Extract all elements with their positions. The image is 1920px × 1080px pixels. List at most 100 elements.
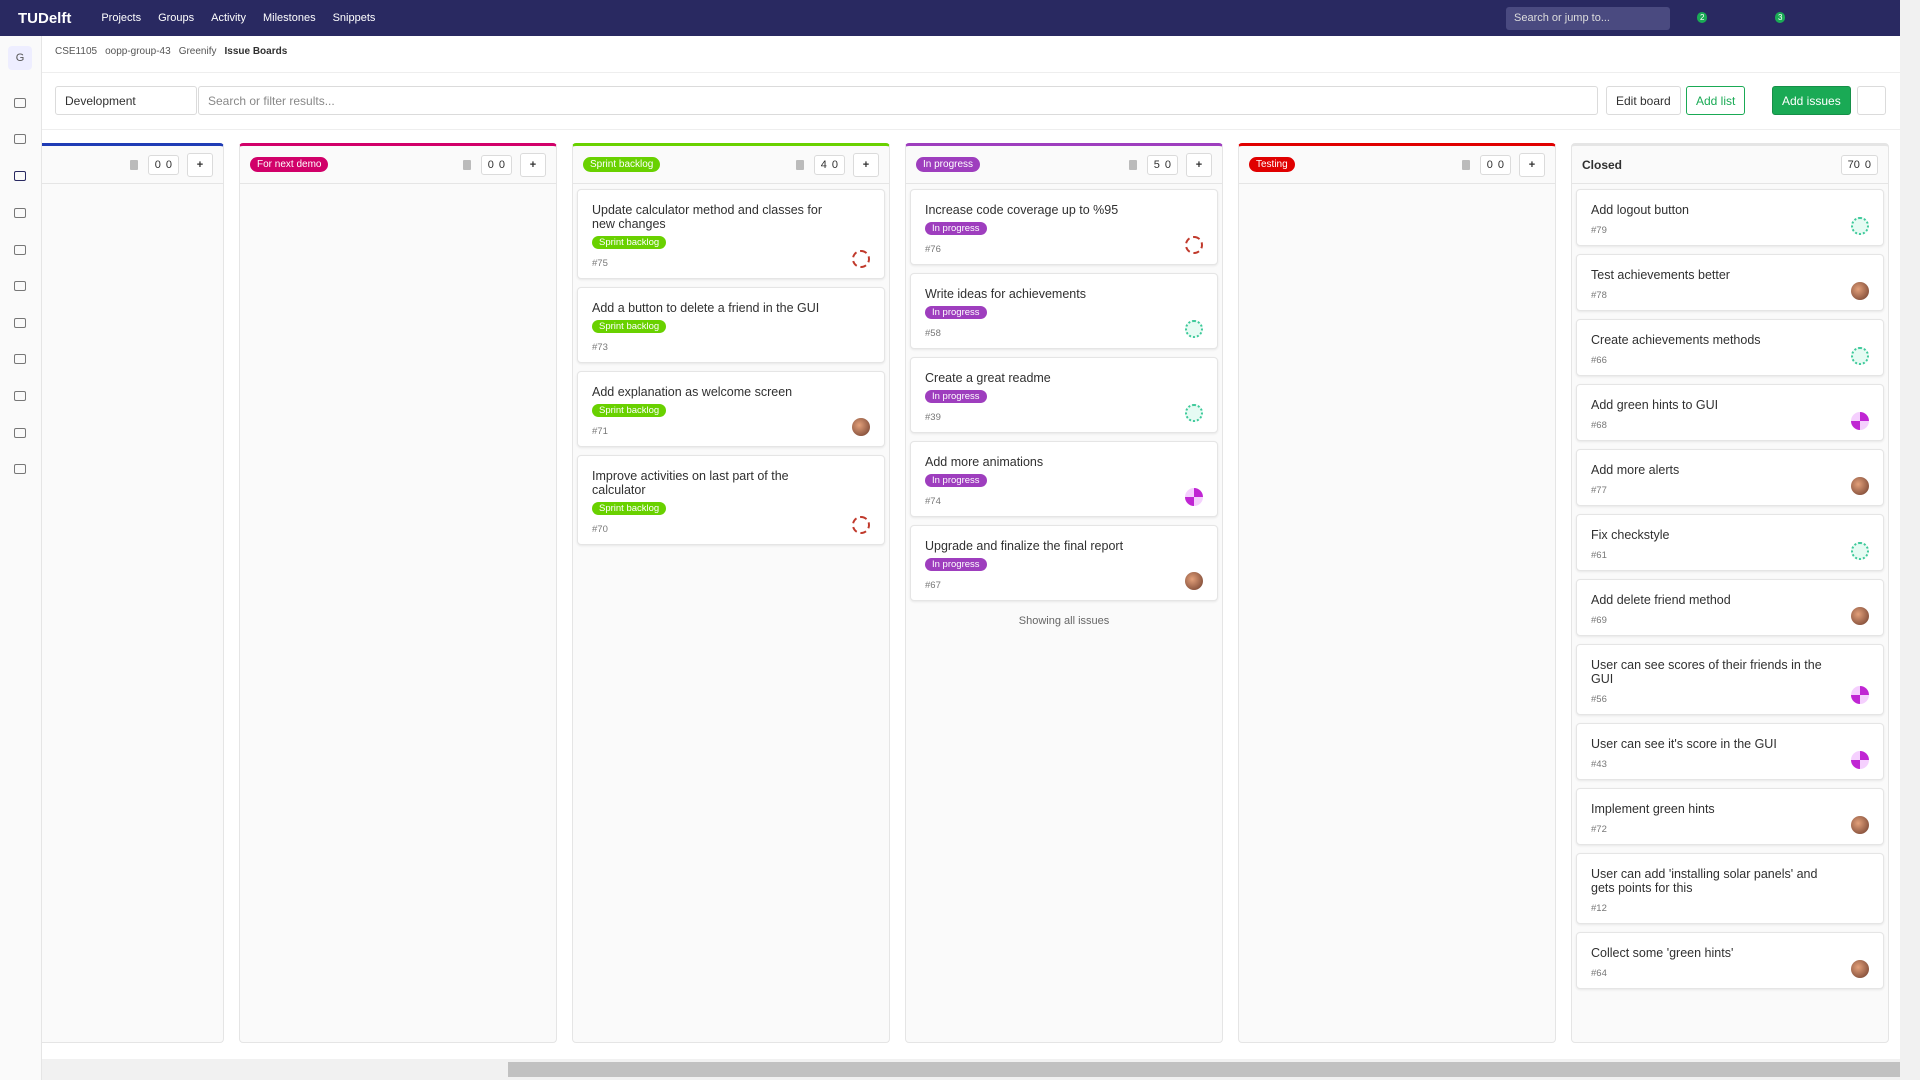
issue-card[interactable]: Upgrade and finalize the final report In … bbox=[910, 525, 1218, 601]
assignee-avatar bbox=[852, 418, 870, 436]
assignee-avatar bbox=[1851, 542, 1869, 560]
nav-icon[interactable] bbox=[14, 171, 26, 181]
badge[interactable]: 3 bbox=[1775, 12, 1786, 23]
scrollbar[interactable] bbox=[42, 1059, 1900, 1080]
nav-icon[interactable] bbox=[14, 354, 26, 364]
issue-card[interactable]: Create a great readme In progress #39 bbox=[910, 357, 1218, 433]
issue-number: #12 bbox=[1591, 903, 1607, 914]
nav-icon[interactable] bbox=[14, 134, 26, 144]
weight-count: 0 bbox=[1864, 158, 1871, 171]
issue-label: In progress bbox=[925, 306, 987, 319]
issue-number: #70 bbox=[592, 524, 608, 535]
issue-card[interactable]: Increase code coverage up to %95 In progr… bbox=[910, 189, 1218, 265]
menu-item[interactable]: Snippets bbox=[332, 12, 376, 24]
issue-card[interactable]: Collect some 'green hints' #64 bbox=[1576, 932, 1884, 989]
menu-item[interactable]: Milestones bbox=[263, 12, 316, 24]
assignee-avatar bbox=[1185, 572, 1203, 590]
issue-card[interactable]: Add green hints to GUI #68 bbox=[1576, 384, 1884, 441]
fullscreen[interactable] bbox=[1857, 86, 1886, 115]
crumb[interactable]: CSE1105 bbox=[55, 46, 98, 57]
weight-count: 0 bbox=[498, 158, 505, 171]
crumb[interactable]: Issue Boards bbox=[224, 46, 288, 57]
board-list: Testing 0 0 + bbox=[1238, 143, 1556, 1043]
issue-number: #73 bbox=[592, 342, 608, 353]
board-select[interactable]: Development bbox=[55, 86, 197, 115]
nav-icon[interactable] bbox=[14, 245, 26, 255]
logo[interactable]: TUDelft bbox=[18, 9, 72, 27]
issue-count: 70 bbox=[1847, 158, 1860, 171]
assignee-avatar bbox=[1851, 816, 1869, 834]
board-list: Sprint backlog 4 0 + Update calculator metho… bbox=[572, 143, 890, 1043]
issue-label: Sprint backlog bbox=[592, 236, 667, 249]
top-bar: TUDelft Projects Groups Activity Milesto… bbox=[0, 0, 1920, 36]
issue-number: #58 bbox=[925, 328, 941, 339]
issue-label: In progress bbox=[925, 222, 987, 235]
menu-item[interactable]: Projects bbox=[101, 12, 142, 24]
issue-card[interactable]: User can see it's score in the GUI #43 bbox=[1576, 723, 1884, 780]
issue-card[interactable]: Add delete friend method #69 bbox=[1576, 579, 1884, 636]
list-label: In progress bbox=[916, 157, 981, 172]
issue-card[interactable]: Implement green hints #72 bbox=[1576, 788, 1884, 845]
search[interactable]: Search or jump to... bbox=[1506, 7, 1670, 30]
assignee-avatar bbox=[1851, 607, 1869, 625]
issue-card[interactable]: Add more alerts #77 bbox=[1576, 449, 1884, 506]
issue-card[interactable]: User can add 'installing solar panels' a… bbox=[1576, 853, 1884, 924]
issue-number: #78 bbox=[1591, 290, 1607, 301]
scrollbar[interactable] bbox=[1900, 0, 1920, 1080]
issue-title: Upgrade and finalize the final report bbox=[925, 539, 1124, 553]
filter[interactable]: Search or filter results... bbox=[198, 86, 1598, 115]
badge[interactable]: 2 bbox=[1697, 12, 1708, 23]
issue-card[interactable]: Create achievements methods #66 bbox=[1576, 319, 1884, 376]
delete-list bbox=[462, 159, 471, 170]
issue-number: #61 bbox=[1591, 550, 1607, 561]
issue-count: 4 bbox=[820, 158, 827, 171]
issue-number: #79 bbox=[1591, 225, 1607, 236]
crumb[interactable]: oopp-group-43 bbox=[105, 46, 171, 57]
issue-card[interactable]: Add explanation as welcome screen Sprint … bbox=[577, 371, 885, 447]
list-header: 0 0 + bbox=[42, 146, 223, 184]
nav-icon[interactable] bbox=[14, 281, 26, 291]
menu-item[interactable]: Activity bbox=[211, 12, 246, 24]
nav-icon[interactable] bbox=[14, 464, 26, 474]
nav-icon[interactable] bbox=[14, 428, 26, 438]
assignee-avatar bbox=[852, 516, 870, 534]
issue-card[interactable]: Improve activities on last part of the c… bbox=[577, 455, 885, 545]
weight-count: 0 bbox=[165, 158, 172, 171]
nav-icon[interactable] bbox=[14, 208, 26, 218]
issue-card[interactable]: Add a button to delete a friend in the G… bbox=[577, 287, 885, 363]
issue-label: Sprint backlog bbox=[592, 404, 667, 417]
issue-title: Add explanation as welcome screen bbox=[592, 385, 793, 399]
issue-title: Test achievements better bbox=[1591, 268, 1730, 282]
group-avatar[interactable]: G bbox=[8, 46, 32, 70]
nav-icon[interactable] bbox=[14, 391, 26, 401]
issue-title: Collect some 'green hints' bbox=[1591, 946, 1734, 960]
board: 0 0 + For next demo 0 0 + Sprint backlog 4 0 + Upda… bbox=[42, 143, 1900, 1045]
crumb[interactable]: Greenify bbox=[178, 46, 217, 57]
list-label: For next demo bbox=[250, 157, 329, 172]
assignee-avatar bbox=[1851, 477, 1869, 495]
issue-card[interactable]: Add logout button #79 bbox=[1576, 189, 1884, 246]
issue-card[interactable]: Write ideas for achievements In progress #… bbox=[910, 273, 1218, 349]
add-issues[interactable]: Add issues bbox=[1772, 86, 1851, 115]
issue-title: Add a button to delete a friend in the G… bbox=[592, 301, 820, 315]
menu-item[interactable]: Groups bbox=[158, 12, 195, 24]
edit-board[interactable]: Edit board bbox=[1606, 86, 1681, 115]
add-list[interactable]: Add list bbox=[1686, 86, 1746, 115]
issue-card[interactable]: Fix checkstyle #61 bbox=[1576, 514, 1884, 571]
delete-list bbox=[129, 159, 138, 170]
issue-label: In progress bbox=[925, 390, 987, 403]
issue-card[interactable]: Test achievements better #78 bbox=[1576, 254, 1884, 311]
nav-icon[interactable] bbox=[14, 318, 26, 328]
issue-card[interactable]: User can see scores of their friends in … bbox=[1576, 644, 1884, 715]
nav-icon[interactable] bbox=[14, 98, 26, 108]
list-counts: 70 0 bbox=[1840, 154, 1878, 175]
scroll-thumb[interactable] bbox=[508, 1062, 1900, 1077]
issue-card[interactable]: Add more animations In progress #74 bbox=[910, 441, 1218, 517]
issue-card[interactable]: Update calculator method and classes for… bbox=[577, 189, 885, 279]
sidebar: G bbox=[0, 36, 42, 1080]
